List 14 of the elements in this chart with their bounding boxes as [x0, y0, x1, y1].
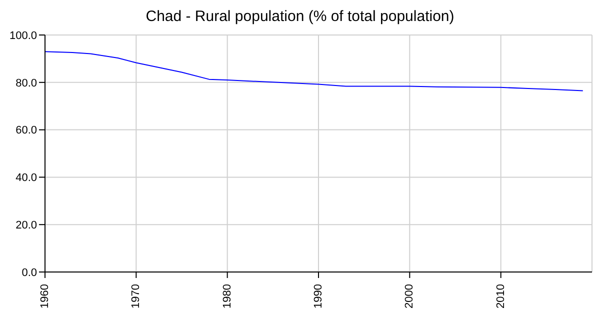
chart-title: Chad - Rural population (% of total population) [144, 8, 456, 25]
x-tick-label: 2000 [404, 284, 416, 308]
y-tick-label: 40.0 [16, 172, 37, 184]
y-tick-label: 0.0 [22, 266, 37, 279]
x-tick-label: 1980 [221, 284, 234, 308]
y-tick-label: 20.0 [16, 220, 37, 232]
y-tick-label: 100.0 [9, 30, 37, 42]
x-tick-label: 1960 [39, 284, 51, 308]
line-series [45, 51, 584, 92]
x-tick-label: 2010 [494, 284, 507, 308]
y-tick-label: 60.0 [16, 124, 37, 137]
y-tick-label: 80.0 [16, 77, 37, 90]
x-tick-label: 1990 [312, 284, 324, 308]
x-tick-label: 1970 [130, 284, 142, 308]
